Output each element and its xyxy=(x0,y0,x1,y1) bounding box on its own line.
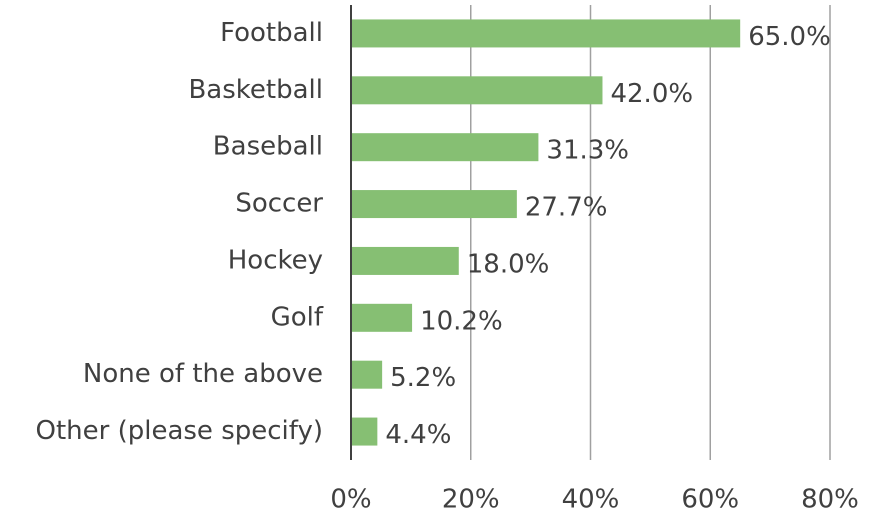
x-tick-label: 60% xyxy=(681,485,739,515)
bar xyxy=(351,360,383,389)
bar xyxy=(351,246,459,275)
bar xyxy=(351,76,603,105)
value-label: 5.2% xyxy=(390,363,456,393)
y-tick-label: Other (please specify) xyxy=(36,416,324,446)
x-tick-label: 80% xyxy=(801,485,859,515)
value-label: 4.4% xyxy=(385,420,451,450)
y-tick-label: Soccer xyxy=(235,189,323,219)
value-label: 18.0% xyxy=(467,249,550,279)
value-label: 65.0% xyxy=(748,22,831,52)
y-tick-label: Golf xyxy=(271,302,324,332)
y-tick-label: Football xyxy=(220,18,323,48)
bar xyxy=(351,190,517,219)
x-tick-label: 20% xyxy=(442,485,500,515)
value-label: 42.0% xyxy=(610,79,693,109)
y-tick-label: Hockey xyxy=(228,245,323,275)
value-label: 27.7% xyxy=(525,193,608,223)
bar xyxy=(351,417,378,446)
x-tick-label: 0% xyxy=(330,485,371,515)
value-label: 10.2% xyxy=(420,306,503,336)
bar xyxy=(351,303,413,332)
value-label: 31.3% xyxy=(546,136,629,166)
bar xyxy=(351,133,539,162)
bar xyxy=(351,19,741,48)
y-tick-label: None of the above xyxy=(83,359,323,389)
x-tick-label: 40% xyxy=(562,485,620,515)
y-tick-label: Basketball xyxy=(188,75,323,105)
y-tick-label: Baseball xyxy=(213,132,323,162)
